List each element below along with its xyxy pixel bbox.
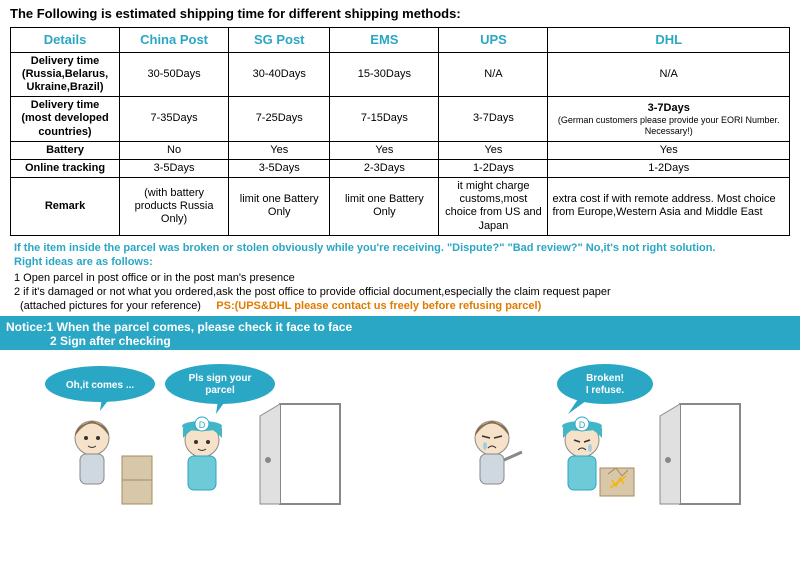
idea-2b-ps: PS:(UPS&DHL please contact us freely bef… bbox=[216, 300, 541, 312]
row-label: Delivery time (Russia,Belarus, Ukraine,B… bbox=[11, 52, 120, 97]
scene-left: Oh,it comes ... Pls sign your parcel D bbox=[30, 356, 370, 506]
table-row: Delivery time (most developed countries)… bbox=[11, 97, 790, 142]
cell: (with battery products Russia Only) bbox=[120, 178, 229, 236]
cell: extra cost if with remote address. Most … bbox=[548, 178, 790, 236]
cell: 3-7Days bbox=[439, 97, 548, 142]
cell: 7-15Days bbox=[330, 97, 439, 142]
scene-right: Broken! I refuse. D bbox=[430, 356, 770, 506]
col-dhl: DHL bbox=[548, 28, 790, 53]
bubble-broken: Broken! bbox=[586, 373, 624, 384]
cell: 3-5Days bbox=[229, 159, 330, 177]
illustration-row: Oh,it comes ... Pls sign your parcel D B… bbox=[0, 356, 800, 506]
table-row: Delivery time (Russia,Belarus, Ukraine,B… bbox=[11, 52, 790, 97]
row-label: Battery bbox=[11, 141, 120, 159]
cell-note: (German customers please provide your EO… bbox=[552, 115, 785, 137]
bubble-sign-1: Pls sign your bbox=[189, 373, 252, 384]
cap-letter: D bbox=[199, 420, 206, 430]
idea-1: 1 Open parcel in post office or in the p… bbox=[14, 272, 790, 284]
idea-2b-pre: (attached pictures for your reference) bbox=[20, 300, 201, 312]
col-details: Details bbox=[11, 28, 120, 53]
cell: 2-3Days bbox=[330, 159, 439, 177]
cell: 1-2Days bbox=[548, 159, 790, 177]
row-label: Remark bbox=[11, 178, 120, 236]
table-row: Remark (with battery products Russia Onl… bbox=[11, 178, 790, 236]
cap-letter: D bbox=[579, 420, 586, 430]
col-sgpost: SG Post bbox=[229, 28, 330, 53]
notice-line2: 2 Sign after checking bbox=[6, 334, 794, 348]
cell: Yes bbox=[330, 141, 439, 159]
cell: 7-25Days bbox=[229, 97, 330, 142]
cell: 7-35Days bbox=[120, 97, 229, 142]
bubble-refuse: I refuse. bbox=[586, 385, 625, 396]
cell: 15-30Days bbox=[330, 52, 439, 97]
cell: Yes bbox=[548, 141, 790, 159]
col-ems: EMS bbox=[330, 28, 439, 53]
disclaimer-text: If the item inside the parcel was broken… bbox=[14, 242, 790, 254]
row-label: Online tracking bbox=[11, 159, 120, 177]
cell: No bbox=[120, 141, 229, 159]
bubble-oh-it-comes: Oh,it comes ... bbox=[66, 380, 135, 391]
col-ups: UPS bbox=[439, 28, 548, 53]
table-body: Delivery time (Russia,Belarus, Ukraine,B… bbox=[11, 52, 790, 235]
shipping-table: Details China Post SG Post EMS UPS DHL D… bbox=[10, 27, 790, 236]
cell: 30-50Days bbox=[120, 52, 229, 97]
cell: 1-2Days bbox=[439, 159, 548, 177]
notice-line1: Notice:1 When the parcel comes, please c… bbox=[6, 320, 794, 334]
row-label: Delivery time (most developed countries) bbox=[11, 97, 120, 142]
idea-2b: (attached pictures for your reference) P… bbox=[20, 300, 790, 312]
col-chinapost: China Post bbox=[120, 28, 229, 53]
bubble-sign-2: parcel bbox=[205, 385, 235, 396]
notice-bar: Notice:1 When the parcel comes, please c… bbox=[0, 316, 800, 350]
cell: Yes bbox=[229, 141, 330, 159]
heading: The Following is estimated shipping time… bbox=[10, 6, 790, 21]
table-row: Online tracking 3-5Days 3-5Days 2-3Days … bbox=[11, 159, 790, 177]
cell: limit one Battery Only bbox=[330, 178, 439, 236]
right-ideas-label: Right ideas are as follows: bbox=[14, 256, 790, 268]
cell: N/A bbox=[548, 52, 790, 97]
cell: 30-40Days bbox=[229, 52, 330, 97]
cell: 3-7Days (German customers please provide… bbox=[548, 97, 790, 142]
cell: limit one Battery Only bbox=[229, 178, 330, 236]
cell-main: 3-7Days bbox=[648, 102, 690, 114]
cell: N/A bbox=[439, 52, 548, 97]
idea-2a: 2 if it's damaged or not what you ordere… bbox=[14, 286, 790, 298]
table-header-row: Details China Post SG Post EMS UPS DHL bbox=[11, 28, 790, 53]
table-row: Battery No Yes Yes Yes Yes bbox=[11, 141, 790, 159]
cell: it might charge customs,most choice from… bbox=[439, 178, 548, 236]
cell: Yes bbox=[439, 141, 548, 159]
cell: 3-5Days bbox=[120, 159, 229, 177]
